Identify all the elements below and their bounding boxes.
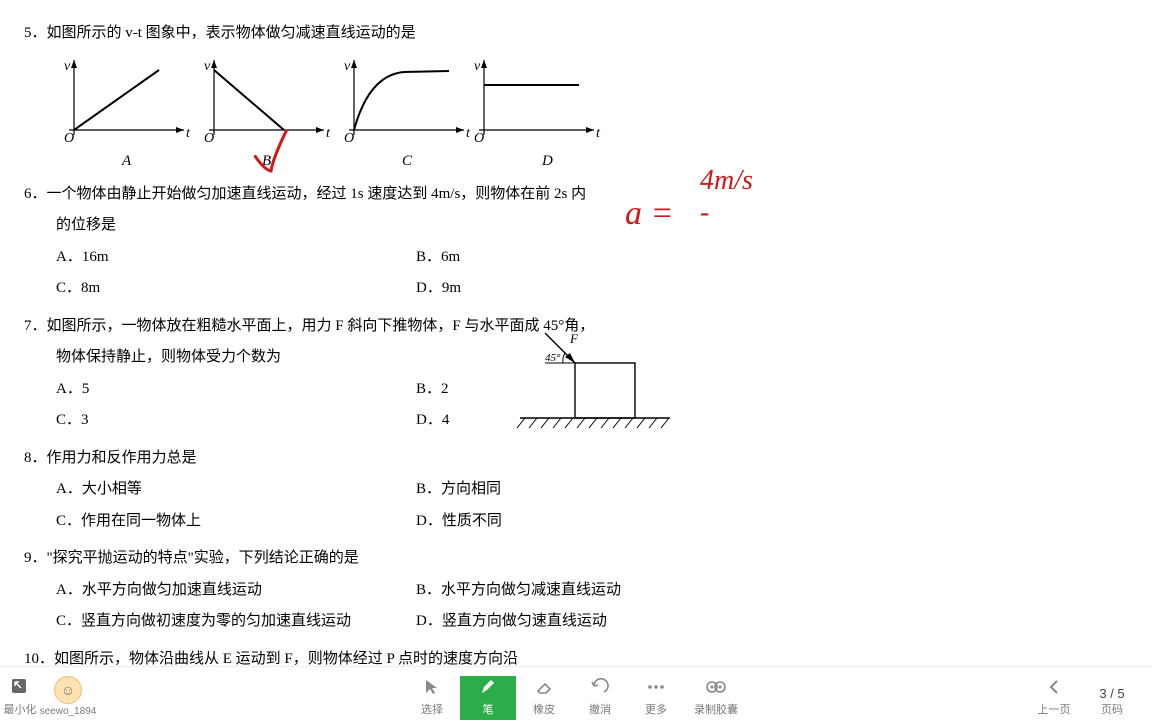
svg-text:O: O	[204, 131, 214, 146]
q7-optA: A．5	[56, 374, 416, 406]
question-8: 8．作用力和反作用力总是 A．大小相等B．方向相同 C．作用在同一物体上D．性质…	[24, 443, 1128, 538]
q5-number: 5．	[24, 25, 47, 41]
svg-text:F: F	[569, 331, 579, 346]
svg-text:t: t	[186, 126, 191, 141]
q9-optD: D．竖直方向做匀速直线运动	[416, 606, 776, 638]
record-label: 录制胶囊	[694, 701, 738, 717]
q6-optD: D．9m	[416, 273, 776, 305]
more-button[interactable]: 更多	[628, 676, 684, 720]
pen-label: 笔	[483, 701, 494, 717]
q9-optB: B．水平方向做匀减速直线运动	[416, 575, 776, 607]
q6-stem: 6．一个物体由静止开始做匀加速直线运动，经过 1s 速度达到 4m/s，则物体在…	[24, 179, 1128, 211]
minimize-icon	[9, 676, 31, 698]
undo-icon	[589, 676, 611, 698]
q9-optA: A．水平方向做匀加速直线运动	[56, 575, 416, 607]
q8-optC: C．作用在同一物体上	[56, 506, 416, 538]
svg-text:O: O	[344, 131, 354, 146]
q8-stem: 8．作用力和反作用力总是	[24, 443, 1128, 475]
q6-text: 一个物体由静止开始做匀加速直线运动，经过 1s 速度达到 4m/s，则物体在前 …	[47, 186, 587, 202]
formula-lhs: a =	[625, 195, 673, 232]
prev-label: 上一页	[1038, 701, 1071, 717]
q5-text: 如图所示的 v-t 图象中，表示物体做匀减速直线运动的是	[47, 25, 416, 41]
q8-text: 作用力和反作用力总是	[47, 450, 197, 466]
q9-text: "探究平抛运动的特点"实验，下列结论正确的是	[47, 550, 359, 566]
q10-stem: 10．如图所示，物体沿曲线从 E 运动到 F，则物体经过 P 点时的速度方向沿	[24, 644, 1128, 667]
question-5: 5．如图所示的 v-t 图象中，表示物体做匀减速直线运动的是 v O t A v…	[24, 18, 1128, 173]
question-6: 6．一个物体由静止开始做匀加速直线运动，经过 1s 速度达到 4m/s，则物体在…	[24, 179, 1128, 305]
q6-stem2: 的位移是	[24, 210, 1128, 242]
pen-icon	[477, 676, 499, 698]
record-button[interactable]: 录制胶囊	[684, 676, 748, 720]
eraser-tool[interactable]: 橡皮	[516, 676, 572, 720]
toolbar-center: 选择 笔 橡皮 撤消 更多 录制胶囊	[404, 676, 748, 720]
q8-optD: D．性质不同	[416, 506, 776, 538]
record-icon	[705, 676, 727, 698]
question-9: 9．"探究平抛运动的特点"实验，下列结论正确的是 A．水平方向做匀加速直线运动B…	[24, 543, 1128, 638]
q6-optC: C．8m	[56, 273, 416, 305]
more-icon	[645, 676, 667, 698]
user-label: seewo_1894	[40, 706, 97, 717]
document-page: 5．如图所示的 v-t 图象中，表示物体做匀减速直线运动的是 v O t A v…	[0, 0, 1152, 666]
svg-text:t: t	[326, 126, 331, 141]
q8-optA: A．大小相等	[56, 474, 416, 506]
avatar-icon: ☺	[54, 676, 82, 704]
page-number[interactable]: 3 / 5 页码	[1082, 667, 1142, 720]
cursor-icon	[421, 676, 443, 698]
eraser-icon	[533, 676, 555, 698]
formula-numerator: 4m/s -	[700, 165, 753, 229]
q7-optC: C．3	[56, 405, 416, 437]
q6-optB: B．6m	[416, 242, 776, 274]
q9-stem: 9．"探究平抛运动的特点"实验，下列结论正确的是	[24, 543, 1128, 575]
svg-text:t: t	[466, 126, 471, 141]
minimize-label: 最小化	[4, 701, 37, 717]
question-10: 10．如图所示，物体沿曲线从 E 运动到 F，则物体经过 P 点时的速度方向沿 …	[24, 644, 1128, 667]
select-label: 选择	[421, 701, 443, 717]
select-tool[interactable]: 选择	[404, 676, 460, 720]
svg-text:O: O	[474, 131, 484, 146]
q6-number: 6．	[24, 186, 47, 202]
svg-text:D: D	[541, 153, 553, 168]
chevron-left-icon	[1043, 676, 1065, 698]
q5-graphs: v O t A v O t B v O t	[24, 50, 644, 168]
svg-text:v: v	[474, 59, 481, 74]
prev-page-button[interactable]: 上一页	[1026, 667, 1082, 720]
more-label: 更多	[645, 701, 667, 717]
svg-text:O: O	[64, 131, 74, 146]
undo-label: 撤消	[589, 701, 611, 717]
q9-optC: C．竖直方向做初速度为零的匀加速直线运动	[56, 606, 416, 638]
svg-text:v: v	[204, 59, 211, 74]
svg-text:A: A	[121, 153, 132, 168]
svg-text:v: v	[344, 59, 351, 74]
annotation-checkmark	[246, 124, 304, 182]
undo-button[interactable]: 撤消	[572, 676, 628, 720]
user-button[interactable]: ☺ seewo_1894	[40, 667, 96, 720]
q10-number: 10．	[24, 651, 54, 667]
pen-tool[interactable]: 笔	[460, 676, 516, 720]
page-count: 3 / 5	[1099, 686, 1124, 701]
q5-stem: 5．如图所示的 v-t 图象中，表示物体做匀减速直线运动的是	[24, 18, 1128, 50]
q7-text: 如图所示，一物体放在粗糙水平面上，用力 F 斜向下推物体，F 与水平面成 45°…	[47, 318, 595, 334]
q7-diagram: F 45°	[515, 328, 690, 438]
pagenum-label: 页码	[1101, 701, 1123, 717]
q8-optB: B．方向相同	[416, 474, 776, 506]
q9-number: 9．	[24, 550, 47, 566]
q7-number: 7．	[24, 318, 47, 334]
svg-text:t: t	[596, 126, 601, 141]
q8-number: 8．	[24, 450, 47, 466]
minimize-button[interactable]: 最小化	[0, 667, 40, 720]
annotation-formula: a = 4m/s -	[625, 195, 673, 233]
svg-text:C: C	[402, 153, 413, 168]
svg-text:v: v	[64, 59, 71, 74]
q10-text: 如图所示，物体沿曲线从 E 运动到 F，则物体经过 P 点时的速度方向沿	[54, 651, 518, 667]
toolbar: 最小化 ☺ seewo_1894 选择 笔 橡皮 撤消 更多 录制	[0, 666, 1152, 720]
svg-text:45°: 45°	[545, 352, 561, 364]
q6-optA: A．16m	[56, 242, 416, 274]
eraser-label: 橡皮	[533, 701, 555, 717]
